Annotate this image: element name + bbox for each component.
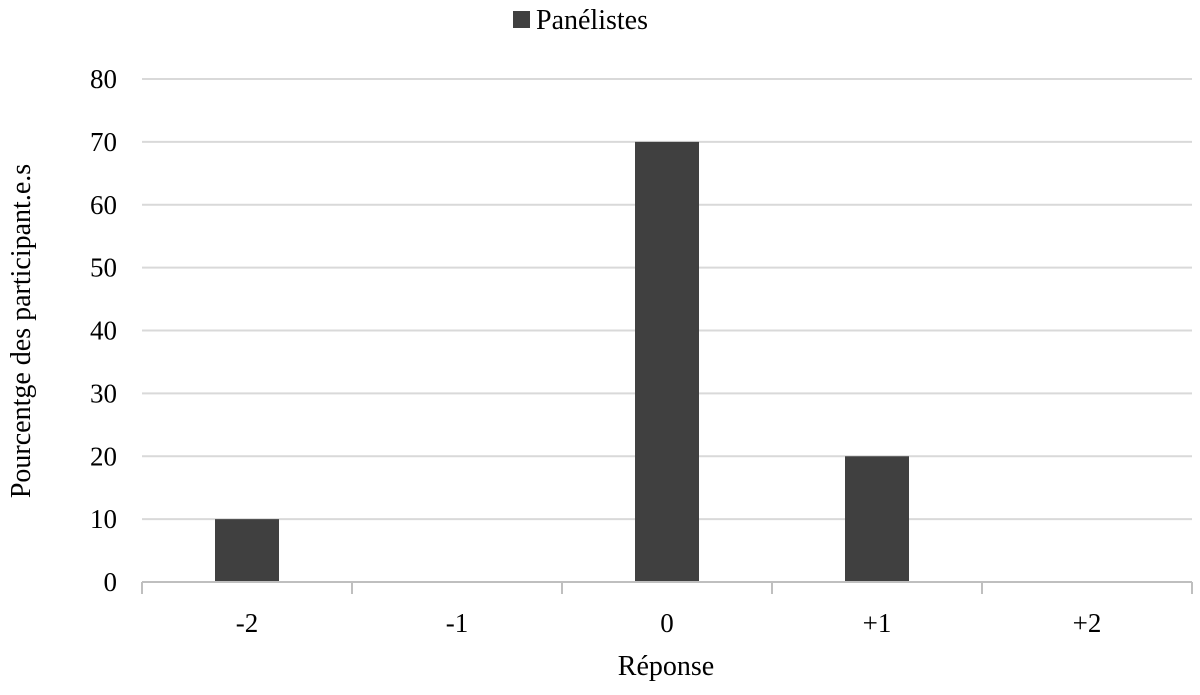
y-tick-label: 0 — [104, 567, 118, 597]
y-tick-label: 80 — [90, 64, 117, 94]
y-tick-label: 60 — [90, 190, 117, 220]
bar — [845, 456, 909, 582]
x-tick-label: 0 — [660, 608, 674, 638]
y-tick-label: 40 — [90, 316, 117, 346]
y-tick-label: 20 — [90, 441, 117, 471]
legend: Panélistes — [513, 5, 648, 36]
y-axis-title: Pourcentge des participant.e.s — [6, 164, 37, 498]
x-axis-ticks: -2 -1 0 +1 +2 — [236, 608, 1102, 638]
legend-swatch — [513, 11, 530, 28]
x-tick-label: +1 — [863, 608, 892, 638]
y-tick-label: 70 — [90, 127, 117, 157]
legend-label: Panélistes — [536, 5, 648, 36]
bars — [215, 141, 909, 582]
x-axis — [141, 581, 1193, 594]
bar — [635, 141, 699, 582]
x-axis-title: Réponse — [618, 651, 714, 682]
x-tick-label: -1 — [446, 608, 469, 638]
y-tick-label: 30 — [90, 378, 117, 408]
x-tick-label: -2 — [236, 608, 259, 638]
bar — [215, 519, 279, 582]
y-axis-ticks: 0 10 20 30 40 50 60 70 80 — [90, 64, 117, 597]
y-tick-label: 10 — [90, 504, 117, 534]
y-tick-label: 50 — [90, 253, 117, 283]
x-tick-label: +2 — [1073, 608, 1102, 638]
